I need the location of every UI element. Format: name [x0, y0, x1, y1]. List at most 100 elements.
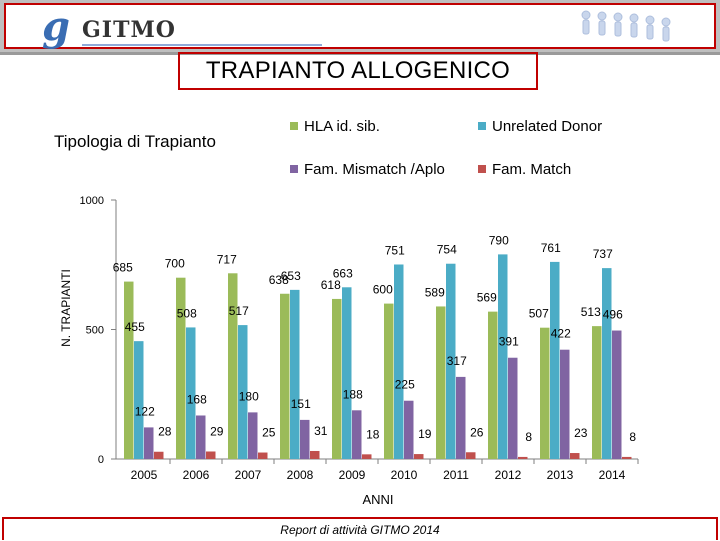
x-tick-label: 2006	[183, 468, 210, 482]
data-label: 180	[239, 389, 259, 403]
bar-0-2012	[488, 311, 498, 459]
data-label: 31	[314, 424, 328, 438]
transplant-bar-chart: N. TRAPIANTI ANNI 0 500 1000 2005 2006 2007 20…	[59, 195, 639, 507]
bar-1-2014	[602, 268, 612, 459]
people-chain-icon	[581, 10, 671, 42]
bar-2-2010	[404, 400, 414, 459]
data-label: 751	[385, 243, 405, 257]
legend-label-match: Fam. Match	[492, 161, 572, 178]
slide-title-box: TRAPIANTO ALLOGENICO	[178, 52, 538, 90]
y-tick-label: 500	[86, 325, 104, 337]
bar-1-2007	[238, 325, 248, 459]
data-label: 151	[291, 397, 311, 411]
data-label: 225	[395, 378, 415, 392]
x-tick-label: 2011	[443, 468, 469, 482]
data-label: 508	[177, 306, 197, 320]
x-tick-label: 2012	[495, 468, 522, 482]
legend-label-hla: HLA id. sib.	[304, 118, 380, 135]
data-label: 663	[333, 266, 353, 280]
slide-title: TRAPIANTO ALLOGENICO	[205, 57, 511, 84]
bar-3-2008	[310, 450, 320, 459]
bar-2-2009	[352, 410, 362, 459]
x-tick-label: 2014	[599, 468, 626, 482]
bar-2-2014	[612, 330, 622, 459]
bar-2-2007	[248, 412, 258, 459]
data-label: 569	[477, 291, 497, 305]
bar-1-2012	[498, 254, 508, 459]
data-label: 507	[529, 307, 549, 321]
legend-unrelated: Unrelated Donor	[478, 118, 602, 135]
data-label: 23	[574, 426, 588, 440]
x-tick-label: 2013	[547, 468, 574, 482]
gitmo-logo-text: GITMO	[82, 17, 176, 43]
data-label: 496	[603, 308, 623, 322]
header-banner: g GITMO	[0, 0, 720, 55]
bar-3-2014	[622, 456, 632, 459]
data-label: 29	[210, 424, 224, 438]
y-tick-label: 0	[98, 454, 104, 466]
data-label: 26	[470, 425, 484, 439]
data-label: 685	[113, 261, 133, 275]
data-label: 513	[581, 305, 601, 319]
data-label: 28	[158, 425, 172, 439]
header-logo-box: g GITMO	[4, 3, 716, 49]
legend-swatch-mismatch	[290, 165, 298, 173]
legend-label-mismatch: Fam. Mismatch /Aplo	[304, 161, 445, 178]
legend-match: Fam. Match	[478, 161, 571, 178]
bar-1-2005	[134, 341, 144, 459]
bar-2-2006	[196, 415, 206, 459]
footer-box: Report di attività GITMO 2014	[2, 517, 718, 540]
data-label: 8	[525, 430, 532, 444]
data-label: 589	[425, 285, 445, 299]
x-tick-label: 2010	[391, 468, 418, 482]
bar-2-2008	[300, 419, 310, 459]
legend-hla: HLA id. sib.	[290, 118, 380, 135]
legend-swatch-hla	[290, 122, 298, 130]
data-label: 653	[281, 269, 301, 283]
data-label: 618	[321, 278, 341, 292]
x-tick-label: 2008	[287, 468, 314, 482]
bar-0-2010	[384, 303, 394, 459]
data-label: 8	[629, 430, 636, 444]
y-tick-label: 1000	[80, 195, 104, 207]
data-label: 600	[373, 283, 393, 297]
bar-3-2010	[414, 454, 424, 459]
bar-1-2008	[290, 289, 300, 459]
bar-1-2013	[550, 261, 560, 459]
data-label: 19	[418, 427, 432, 441]
legend-mismatch: Fam. Mismatch /Aplo	[290, 161, 445, 178]
bar-0-2009	[332, 298, 342, 459]
data-label: 25	[262, 426, 276, 440]
bar-0-2011	[436, 306, 446, 459]
data-label: 790	[489, 233, 509, 247]
bar-2-2012	[508, 357, 518, 459]
bar-0-2008	[280, 293, 290, 459]
x-tick-label: 2009	[339, 468, 366, 482]
bar-3-2011	[466, 452, 476, 459]
data-label: 717	[217, 252, 237, 266]
bar-3-2007	[258, 452, 268, 459]
bar-0-2013	[540, 327, 550, 459]
bar-2-2005	[144, 427, 154, 459]
x-axis-title: ANNI	[362, 492, 393, 507]
data-label: 638	[269, 273, 289, 287]
data-label: 317	[447, 354, 467, 368]
legend-swatch-unrelated	[478, 122, 486, 130]
data-label: 18	[366, 427, 380, 441]
data-label: 700	[165, 257, 185, 271]
data-label: 391	[499, 335, 519, 349]
bar-1-2006	[186, 327, 196, 459]
bar-1-2009	[342, 287, 352, 459]
data-label: 188	[343, 387, 363, 401]
data-label: 422	[551, 327, 571, 341]
bar-0-2014	[592, 326, 602, 459]
data-label: 168	[187, 392, 207, 406]
data-label: 455	[125, 320, 145, 334]
x-tick-label: 2005	[131, 468, 158, 482]
logo-underline	[82, 44, 322, 46]
gitmo-logo-mark: g	[42, 3, 70, 50]
footer-text: Report di attività GITMO 2014	[280, 523, 440, 537]
data-label: 517	[229, 304, 249, 318]
data-label: 122	[135, 404, 155, 418]
bar-0-2006	[176, 277, 186, 459]
